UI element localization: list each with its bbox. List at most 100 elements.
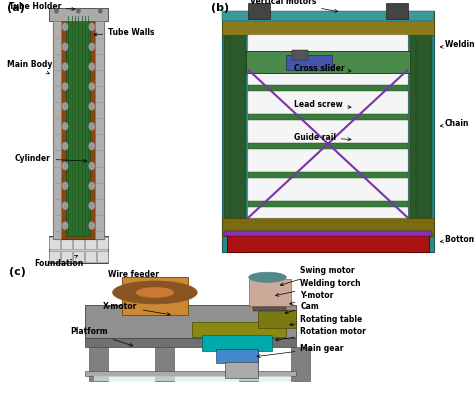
Circle shape bbox=[63, 123, 68, 130]
Bar bbox=[85, 250, 96, 262]
Bar bbox=[192, 322, 286, 337]
Text: Tube Walls: Tube Walls bbox=[94, 28, 155, 37]
Bar bbox=[248, 56, 408, 62]
Text: (a): (a) bbox=[7, 3, 25, 13]
Circle shape bbox=[89, 43, 94, 50]
Bar bbox=[150, 305, 178, 311]
Circle shape bbox=[89, 103, 94, 110]
Text: Cross slider: Cross slider bbox=[293, 64, 351, 73]
Circle shape bbox=[99, 9, 102, 13]
Bar bbox=[222, 11, 434, 21]
Circle shape bbox=[63, 43, 68, 50]
Circle shape bbox=[63, 83, 68, 90]
Bar bbox=[248, 3, 270, 19]
Text: Wire feeder: Wire feeder bbox=[108, 270, 180, 287]
Circle shape bbox=[249, 272, 286, 282]
Circle shape bbox=[55, 9, 58, 13]
Bar bbox=[249, 278, 291, 307]
Text: (c): (c) bbox=[9, 267, 27, 277]
Bar bbox=[122, 277, 188, 315]
Circle shape bbox=[63, 103, 68, 110]
Text: Swing motor: Swing motor bbox=[280, 267, 355, 286]
Circle shape bbox=[63, 202, 68, 209]
Bar bbox=[61, 250, 72, 262]
Bar bbox=[225, 362, 258, 378]
Bar bbox=[227, 234, 429, 252]
Bar bbox=[248, 114, 408, 120]
Circle shape bbox=[113, 281, 197, 304]
Text: Chain: Chain bbox=[440, 119, 469, 128]
Bar bbox=[408, 11, 434, 252]
Text: Welding torch: Welding torch bbox=[276, 279, 361, 296]
Bar bbox=[73, 250, 84, 262]
Text: Platform: Platform bbox=[71, 327, 133, 346]
Bar bbox=[410, 32, 426, 231]
Circle shape bbox=[89, 63, 94, 70]
Bar bbox=[202, 335, 272, 351]
Bar bbox=[248, 201, 408, 207]
Bar bbox=[230, 32, 246, 231]
Bar bbox=[225, 32, 240, 231]
Bar bbox=[292, 50, 308, 60]
Bar bbox=[53, 13, 104, 239]
Circle shape bbox=[89, 123, 94, 130]
Circle shape bbox=[77, 9, 80, 13]
Bar bbox=[216, 349, 258, 363]
Circle shape bbox=[63, 222, 68, 229]
Text: Guide rail: Guide rail bbox=[293, 133, 351, 142]
Bar bbox=[248, 143, 408, 149]
Bar bbox=[94, 376, 291, 381]
Bar bbox=[258, 310, 296, 328]
Bar bbox=[66, 16, 91, 236]
Circle shape bbox=[89, 83, 94, 90]
Bar bbox=[239, 347, 258, 381]
Bar bbox=[291, 347, 310, 381]
Text: Rotation motor: Rotation motor bbox=[276, 327, 366, 341]
Bar bbox=[89, 347, 108, 381]
Bar bbox=[222, 11, 434, 35]
Bar bbox=[84, 371, 296, 376]
Circle shape bbox=[63, 162, 68, 169]
Bar bbox=[254, 305, 286, 311]
Bar bbox=[416, 32, 431, 231]
Bar bbox=[97, 250, 108, 262]
Text: Rotating table: Rotating table bbox=[290, 314, 363, 326]
Circle shape bbox=[89, 182, 94, 189]
Text: Y-motor: Y-motor bbox=[290, 290, 334, 305]
Bar bbox=[53, 13, 62, 239]
Bar bbox=[222, 218, 434, 236]
Bar bbox=[48, 8, 108, 21]
Bar bbox=[248, 85, 408, 91]
Bar bbox=[386, 3, 408, 19]
Polygon shape bbox=[84, 305, 296, 338]
Circle shape bbox=[89, 143, 94, 150]
Circle shape bbox=[89, 202, 94, 209]
Bar bbox=[285, 55, 332, 70]
Text: Cam: Cam bbox=[285, 302, 319, 314]
Text: Bottom motor: Bottom motor bbox=[440, 235, 474, 244]
Circle shape bbox=[89, 222, 94, 229]
Bar bbox=[48, 236, 108, 263]
Text: (b): (b) bbox=[211, 3, 229, 13]
Circle shape bbox=[136, 288, 173, 297]
Text: Welding Carriage: Welding Carriage bbox=[440, 40, 474, 49]
Text: Main gear: Main gear bbox=[257, 344, 344, 357]
Circle shape bbox=[89, 23, 94, 30]
Bar bbox=[49, 250, 60, 262]
Circle shape bbox=[63, 143, 68, 150]
Polygon shape bbox=[84, 338, 296, 347]
Bar bbox=[225, 231, 431, 236]
Bar bbox=[222, 11, 248, 252]
Circle shape bbox=[63, 63, 68, 70]
Bar bbox=[61, 237, 72, 249]
Circle shape bbox=[63, 182, 68, 189]
Bar bbox=[248, 172, 408, 179]
Bar bbox=[49, 237, 60, 249]
Bar bbox=[155, 347, 173, 381]
Text: Foundation: Foundation bbox=[35, 255, 84, 268]
Text: Main Body: Main Body bbox=[7, 60, 52, 74]
Bar bbox=[246, 51, 410, 73]
Text: X-motor: X-motor bbox=[103, 302, 170, 316]
Bar bbox=[248, 35, 408, 218]
Bar bbox=[95, 13, 104, 239]
